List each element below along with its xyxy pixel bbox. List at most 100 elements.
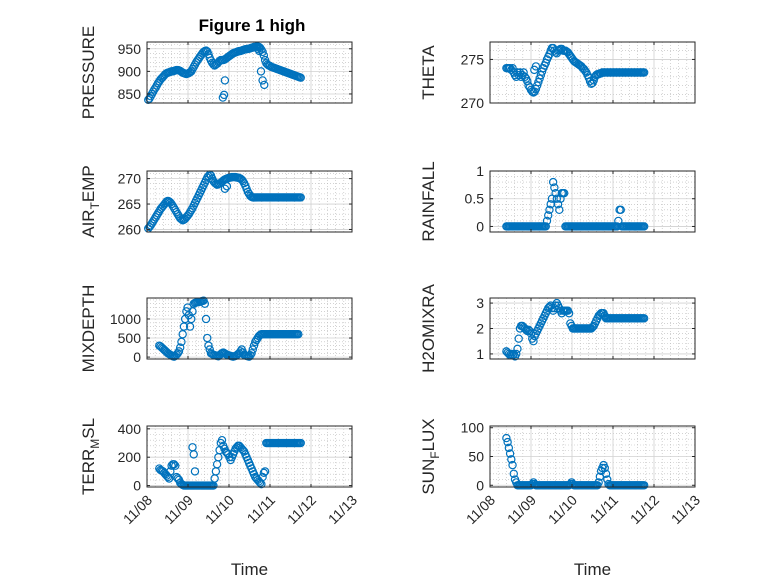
- subplot-mixdepth: 0 500 1000 MIXDEPTH: [79, 285, 353, 372]
- data-point: [513, 344, 522, 354]
- y-tick-label: 200: [118, 449, 142, 465]
- y-tick-label: 950: [118, 41, 142, 57]
- y-axis-label: SUNFLUX: [419, 418, 442, 494]
- data-point: [594, 478, 603, 487]
- y-tick-label: 900: [118, 63, 142, 79]
- x-tick-label: 11/11: [586, 492, 621, 527]
- data-point: [177, 337, 186, 347]
- y-axis-label: PRESSURE: [79, 26, 98, 120]
- data-point: [203, 333, 212, 343]
- data-point: [639, 314, 649, 323]
- data-point: [201, 314, 211, 324]
- y-axis-label-subscript: T: [88, 201, 102, 209]
- data-point: [219, 90, 229, 100]
- data-point: [148, 217, 158, 226]
- y-tick-label: 0: [133, 349, 141, 365]
- y-tick-label: 100: [461, 420, 485, 436]
- data-point: [294, 330, 303, 339]
- y-tick-label: 0.5: [465, 191, 485, 207]
- data-point: [173, 474, 182, 483]
- data-point: [204, 341, 213, 350]
- y-axis-label-part: SUN: [419, 459, 438, 495]
- data-point: [185, 322, 195, 331]
- data-point: [221, 447, 230, 456]
- data-point: [502, 433, 511, 443]
- data-point: [524, 81, 533, 90]
- data-point: [260, 80, 269, 90]
- data-point: [516, 72, 526, 82]
- data-point: [544, 303, 553, 313]
- data-point: [520, 324, 530, 333]
- data-point: [541, 222, 550, 231]
- y-axis-label-part: SL: [79, 418, 98, 439]
- data-point: [237, 444, 246, 453]
- y-tick-label: 270: [461, 95, 485, 111]
- y-tick-label: 50: [468, 449, 484, 465]
- data-point: [296, 73, 305, 82]
- axes-box: [146, 425, 353, 488]
- data-point: [190, 467, 200, 476]
- data-point: [507, 455, 516, 464]
- data-point: [178, 330, 187, 339]
- data-point: [247, 349, 256, 358]
- data-point: [238, 445, 248, 455]
- y-tick-label: 2: [476, 321, 484, 337]
- y-tick-label: 850: [118, 86, 142, 102]
- data-point: [512, 349, 521, 359]
- data-point: [256, 67, 266, 76]
- data-point: [161, 198, 170, 208]
- data-point: [616, 205, 625, 215]
- data-point: [184, 210, 194, 219]
- y-tick-label: 265: [118, 196, 142, 212]
- data-point: [296, 438, 305, 448]
- x-tick-label: 11/13: [668, 492, 704, 528]
- data-point: [639, 222, 649, 231]
- data-point: [171, 205, 180, 215]
- x-tick-label: 11/12: [284, 492, 320, 528]
- data-point: [189, 450, 198, 459]
- axes-box: [146, 297, 353, 360]
- data-point: [520, 72, 530, 82]
- data-point: [179, 322, 189, 331]
- data-point: [589, 76, 598, 85]
- data-point: [172, 472, 181, 482]
- data-point: [220, 76, 230, 85]
- data-point: [545, 205, 554, 215]
- plot-area: [490, 171, 695, 232]
- x-tick-label: 11/13: [325, 492, 361, 528]
- data-point: [248, 345, 257, 354]
- axes-box: [146, 41, 353, 104]
- y-axis-label-part: LUX: [419, 418, 438, 451]
- data-point: [217, 435, 227, 445]
- data-point: [259, 468, 269, 478]
- data-point: [260, 467, 270, 476]
- data-point: [176, 214, 185, 223]
- data-point: [550, 183, 559, 192]
- y-tick-label: 500: [118, 330, 142, 346]
- figure-title: Figure 1 high: [199, 16, 306, 35]
- data-point: [258, 76, 267, 85]
- x-tick-label: 11/09: [504, 492, 540, 528]
- data-point: [601, 469, 611, 478]
- data-point: [505, 449, 515, 458]
- y-tick-label: 1: [476, 163, 484, 179]
- x-tick-label: 11/10: [545, 492, 581, 528]
- y-tick-label: 400: [118, 421, 142, 437]
- data-point: [529, 337, 538, 346]
- plot-area: [147, 171, 352, 232]
- y-axis-label-subscript: M: [88, 439, 102, 449]
- y-tick-label: 1: [476, 346, 484, 362]
- axes-box: [489, 170, 696, 233]
- x-tick-label: 11/09: [161, 492, 197, 528]
- data-point: [552, 194, 562, 203]
- y-tick-label: 0: [476, 218, 484, 234]
- data-point: [564, 309, 574, 318]
- data-point: [515, 68, 525, 77]
- data-point: [169, 203, 179, 213]
- y-tick-label: 0: [476, 477, 484, 493]
- data-point: [168, 201, 178, 211]
- y-axis-label: THETA: [419, 45, 438, 100]
- data-point: [544, 211, 553, 220]
- data-point: [200, 299, 210, 308]
- y-tick-label: 3: [476, 295, 484, 311]
